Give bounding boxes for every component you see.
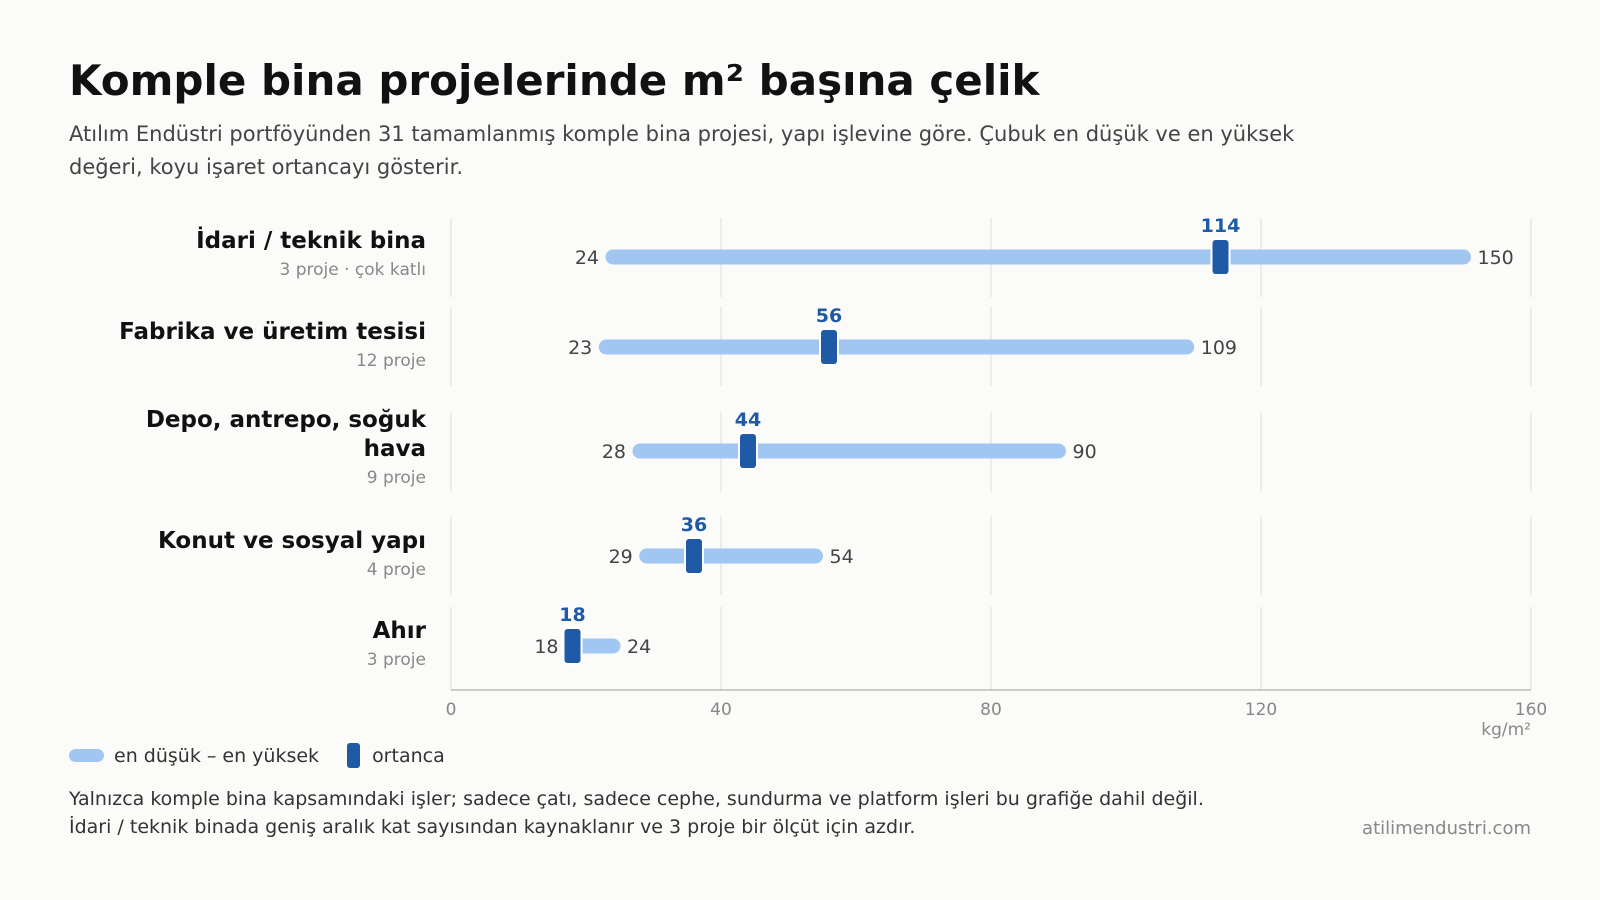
footnote-line-2: İdari / teknik binada geniş aralık kat s…	[69, 816, 916, 838]
max-value-label: 54	[830, 546, 854, 568]
median-marker	[686, 539, 702, 573]
category-label: Ahır	[372, 618, 426, 644]
category-label: Fabrika ve üretim tesisi	[119, 319, 426, 345]
category-sublabel: 4 proje	[366, 560, 426, 580]
x-tick-label: 120	[1245, 700, 1277, 720]
max-value-label: 24	[627, 636, 651, 658]
median-marker	[1212, 240, 1229, 274]
median-value-label: 56	[816, 305, 842, 327]
legend-median-swatch	[347, 743, 361, 768]
legend: en düşük – en yüksek ortanca	[69, 743, 445, 768]
min-value-label: 23	[568, 337, 592, 359]
footnote: Yalnızca komple bina kapsamındaki işler;…	[69, 785, 1204, 841]
category-label: İdari / teknik bina	[196, 228, 426, 254]
min-value-label: 24	[575, 247, 599, 269]
min-value-label: 28	[602, 441, 626, 463]
legend-range-label: en düşük – en yüksek	[114, 744, 320, 767]
category-sublabel: 3 proje	[366, 650, 426, 670]
category-label: Konut ve sosyal yapı	[157, 528, 426, 554]
x-tick-label: 0	[446, 700, 457, 720]
median-value-label: 18	[559, 604, 585, 626]
category-label: Depo, antrepo, soğuk hava	[145, 407, 426, 462]
legend-range-swatch	[69, 749, 104, 762]
chart-title: Komple bina projelerinde m² başına çelik	[69, 56, 1040, 105]
median-marker	[564, 629, 581, 663]
category-sublabel: 9 proje	[366, 468, 426, 488]
chart-subtitle: Atılım Endüstri portföyünden 31 tamamlan…	[69, 122, 1295, 179]
min-value-label: 18	[534, 636, 558, 658]
x-axis-unit: kg/m²	[1481, 720, 1531, 740]
median-marker	[740, 434, 756, 468]
max-value-label: 109	[1201, 337, 1237, 359]
category-sublabel: 3 proje · çok katlı	[279, 260, 427, 280]
max-value-label: 90	[1073, 441, 1097, 463]
median-value-label: 114	[1201, 215, 1241, 237]
min-value-label: 29	[609, 546, 633, 568]
source-credit: atilimendustri.com	[1362, 818, 1531, 839]
median-value-label: 36	[681, 514, 707, 536]
footnote-line-1: Yalnızca komple bina kapsamındaki işler;…	[69, 788, 1204, 810]
median-marker	[821, 330, 837, 364]
max-value-label: 150	[1478, 247, 1514, 269]
x-tick-label: 160	[1515, 700, 1547, 720]
legend-median-label: ortanca	[372, 744, 445, 767]
x-tick-label: 80	[980, 700, 1002, 720]
category-sublabel: 12 proje	[355, 351, 426, 371]
x-tick-label: 40	[710, 700, 732, 720]
median-value-label: 44	[735, 409, 761, 431]
